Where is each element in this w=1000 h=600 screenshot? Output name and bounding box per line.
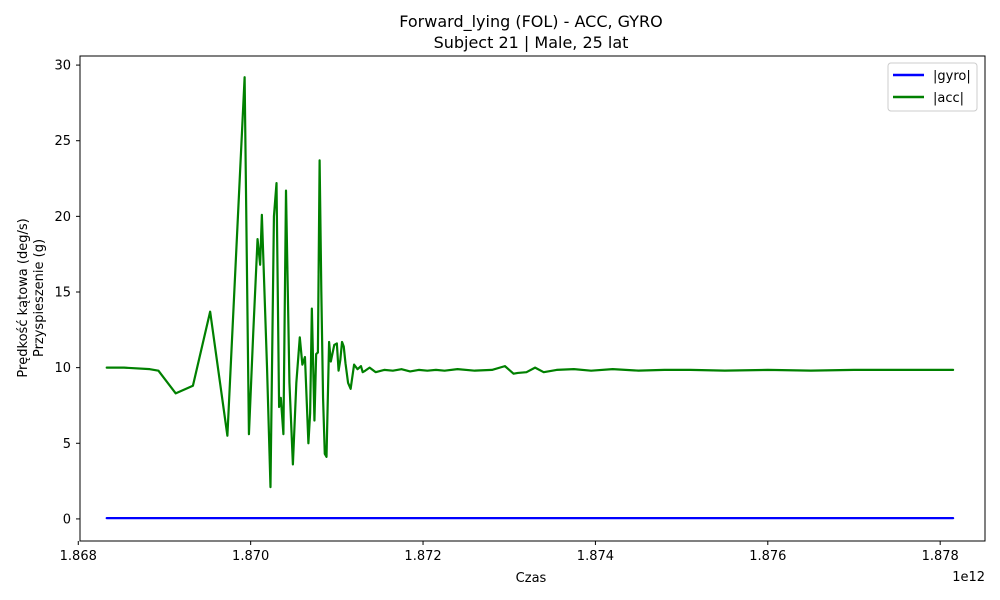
legend-label-gyro: |gyro|	[933, 69, 971, 84]
x-axis-offset-label: 1e12	[952, 570, 985, 585]
x-tick-label: 1.868	[60, 549, 97, 564]
series-line-acc	[105, 76, 955, 489]
y-tick-label: 25	[54, 134, 71, 149]
legend-label-acc: |acc|	[933, 91, 964, 106]
axes-frame	[79, 55, 986, 542]
y-tick-label: 15	[54, 285, 71, 300]
x-tick-label: 1.878	[922, 549, 959, 564]
legend: |gyro| |acc|	[887, 62, 978, 112]
y-tick-label: 30	[54, 59, 71, 74]
y-tick-label: 5	[63, 437, 71, 452]
y-tick-label: 0	[63, 512, 71, 527]
y-tick-label: 10	[54, 361, 71, 376]
x-axis-label: Czas	[516, 571, 547, 586]
plot-area: 1.868 1.870 1.872 1.874 1.876 1.878 0 5 10 15 20 25…	[54, 55, 986, 564]
chart-title: Forward_lying (FOL) - ACC, GYRO	[399, 12, 663, 32]
x-tick-label: 1.872	[404, 549, 441, 564]
y-axis-label-line-2: Przyspieszenie (g)	[32, 239, 47, 357]
y-axis-label-line-1: Prędkość kątowa (deg/s)	[16, 218, 31, 377]
chart-subtitle: Subject 21 | Male, 25 lat	[434, 33, 629, 52]
x-tick-label: 1.876	[749, 549, 786, 564]
y-tick-label: 20	[54, 210, 71, 225]
x-tick-label: 1.874	[577, 549, 614, 564]
x-tick-label: 1.870	[232, 549, 269, 564]
